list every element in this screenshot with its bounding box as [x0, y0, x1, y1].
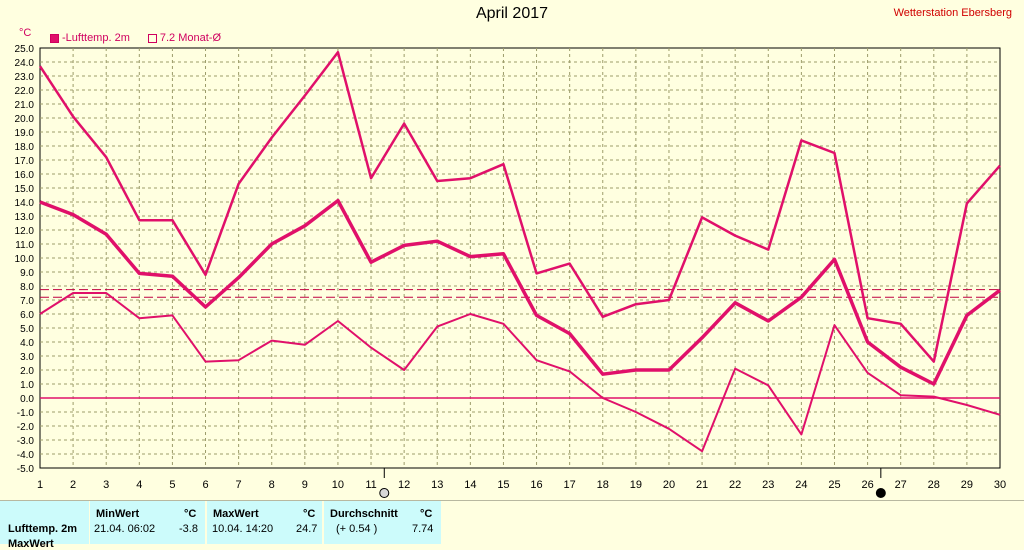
y-tick-label: 1.0	[20, 380, 34, 391]
stat-min: MinWert °C 21.04. 06:02 -3.8	[90, 501, 205, 544]
x-tick-label: 5	[169, 479, 175, 491]
x-tick-label: 11	[365, 479, 376, 491]
x-tick-label: 30	[994, 479, 1006, 491]
x-tick-label: 12	[398, 479, 410, 491]
series-line-min	[39, 292, 1001, 453]
x-tick-label: 15	[497, 479, 509, 491]
legend: -Lufttemp. 2m 7.2 Monat-Ø	[50, 32, 221, 44]
stat-max-header: MaxWert	[213, 508, 259, 520]
x-tick-label: 27	[895, 479, 907, 491]
y-tick-label: 22.0	[15, 86, 35, 97]
legend-series-label: -Lufttemp. 2m	[62, 32, 130, 44]
y-tick-label: 3.0	[20, 352, 34, 363]
temperature-chart: -5.0 -4.0 -3.0 -2.0 -1.0 0.0 1.0 2.0 3.0 4.0 5.0 6.…	[15, 44, 1006, 498]
y-tick-label: 10.0	[15, 254, 35, 265]
x-tick-label: 6	[202, 479, 208, 491]
y-tick-label: -3.0	[17, 436, 35, 447]
stat-average: Durchschnitt °C (+ 0.54 ) 7.74	[324, 501, 441, 544]
legend-average-label: 7.2 Monat-Ø	[159, 32, 221, 44]
y-tick-label: 20.0	[15, 114, 35, 125]
y-tick-label: 23.0	[15, 72, 35, 83]
x-tick-label: 7	[236, 479, 242, 491]
y-tick-label: 16.0	[15, 170, 35, 181]
y-tick-label: 5.0	[20, 324, 34, 335]
x-tick-label: 19	[630, 479, 642, 491]
new-moon-icon	[875, 488, 886, 498]
station-name: Wetterstation Ebersberg	[893, 7, 1012, 19]
x-tick-label: 13	[431, 479, 443, 491]
stat-min-date: 21.04. 06:02	[94, 523, 156, 535]
y-tick-label: -2.0	[17, 422, 35, 433]
y-tick-label: 14.0	[15, 198, 35, 209]
x-tick-label: 24	[795, 479, 807, 491]
stat-average-delta: (+ 0.54 )	[336, 523, 378, 535]
x-tick-label: 2	[70, 479, 76, 491]
y-tick-label: 13.0	[15, 212, 35, 223]
x-tick-label: 10	[332, 479, 344, 491]
stats-panel: Lufttemp. 2m MaxWert MinWert °C 21.04. 0…	[0, 500, 1024, 550]
stat-average-value: 7.74	[412, 523, 434, 535]
stat-average-unit: °C	[420, 508, 433, 520]
stat-min-value: -3.8	[179, 523, 198, 535]
stats-row-label-text-2: MaxWert	[8, 538, 54, 550]
chart-title: April 2017	[475, 5, 549, 22]
x-tick-label: 18	[597, 479, 609, 491]
y-tick-label: 4.0	[20, 338, 34, 349]
y-tick-label: 25.0	[15, 44, 35, 55]
y-tick-label: 11.0	[15, 240, 34, 251]
y-tick-label: -5.0	[17, 464, 35, 475]
stat-max-value: 24.7	[296, 523, 318, 535]
full-moon-icon	[379, 488, 390, 498]
y-tick-label: 15.0	[15, 184, 35, 195]
y-tick-label: 9.0	[20, 268, 34, 279]
stat-max: MaxWert °C 10.04. 14:20 24.7	[207, 501, 322, 544]
y-tick-label: 12.0	[15, 226, 35, 237]
x-tick-label: 22	[729, 479, 741, 491]
x-tick-label: 21	[696, 479, 708, 491]
y-tick-label: 6.0	[20, 310, 34, 321]
stat-max-unit: °C	[303, 508, 316, 520]
y-tick-label: -4.0	[17, 450, 35, 461]
y-tick-label: 17.0	[15, 156, 35, 167]
stat-min-header: MinWert	[96, 508, 140, 520]
y-tick-label: 19.0	[15, 128, 35, 139]
y-tick-label: 8.0	[20, 282, 34, 293]
stat-min-unit: °C	[184, 508, 197, 520]
x-tick-label: 20	[663, 479, 675, 491]
x-tick-label: 4	[136, 479, 142, 491]
legend-swatch-open-icon	[147, 33, 157, 43]
y-tick-label: 0.0	[20, 394, 34, 405]
stats-row-label-text: Lufttemp. 2m	[8, 523, 78, 535]
x-tick-label: 8	[269, 479, 275, 491]
y-axis-unit: °C	[19, 27, 32, 39]
y-tick-label: 2.0	[20, 366, 34, 377]
x-tick-label: 17	[564, 479, 576, 491]
x-tick-label: 3	[103, 479, 109, 491]
x-tick-label: 14	[464, 479, 476, 491]
legend-swatch-filled-icon	[50, 33, 59, 43]
x-tick-label: 26	[861, 479, 873, 491]
x-tick-label: 28	[928, 479, 940, 491]
y-tick-label: -1.0	[17, 408, 35, 419]
y-tick-label: 24.0	[15, 58, 35, 69]
y-tick-label: 7.0	[20, 296, 34, 307]
x-tick-label: 29	[961, 479, 973, 491]
stats-row-label: Lufttemp. 2m MaxWert	[0, 501, 89, 550]
x-tick-label: 25	[828, 479, 840, 491]
y-tick-label: 21.0	[15, 100, 35, 111]
stat-max-date: 10.04. 14:20	[212, 523, 274, 535]
y-tick-label: 18.0	[15, 142, 35, 153]
x-tick-label: 23	[762, 479, 774, 491]
series-line-max	[38, 50, 1001, 363]
series-line-mittel	[39, 198, 1002, 386]
x-tick-label: 1	[37, 479, 43, 491]
x-tick-label: 16	[530, 479, 542, 491]
legend-item-average: 7.2 Monat-Ø	[147, 32, 221, 44]
x-tick-label: 9	[302, 479, 308, 491]
legend-item-series: -Lufttemp. 2m	[50, 32, 130, 44]
stat-average-header: Durchschnitt	[330, 508, 398, 520]
